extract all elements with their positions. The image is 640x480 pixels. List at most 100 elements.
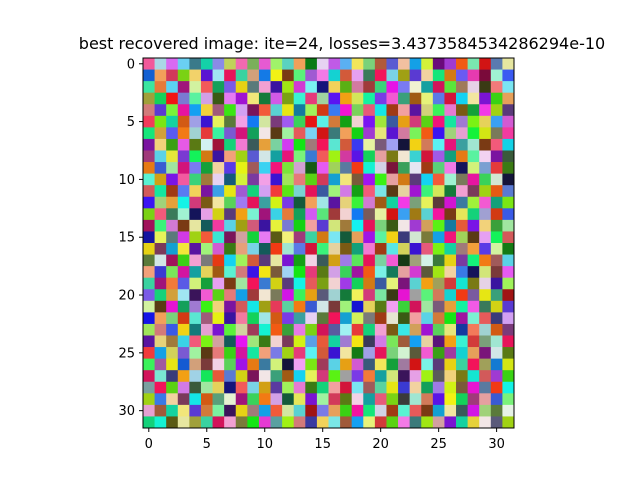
pixel-cell: [363, 162, 376, 174]
pixel-cell: [479, 312, 492, 325]
pixel-cell: [258, 150, 271, 163]
pixel-cell: [270, 92, 283, 105]
pixel-cell: [374, 370, 387, 383]
pixel-cell: [189, 150, 202, 163]
pixel-cell: [421, 115, 434, 128]
pixel-cell: [479, 92, 492, 105]
pixel-cell: [177, 300, 190, 313]
pixel-cell: [374, 196, 387, 209]
pixel-cell: [456, 69, 468, 82]
pixel-cell: [212, 104, 225, 117]
pixel-cell: [143, 173, 155, 186]
pixel-cell: [177, 370, 190, 383]
pixel-cell: [305, 173, 318, 186]
pixel-cell: [316, 289, 329, 302]
pixel-cell: [432, 243, 445, 255]
pixel-cell: [467, 323, 480, 336]
pixel-cell: [328, 58, 341, 70]
pixel-cell: [224, 208, 237, 221]
pixel-cell: [282, 219, 295, 232]
pixel-cell: [386, 173, 399, 186]
pixel-cell: [224, 300, 237, 313]
pixel-cell: [247, 347, 260, 359]
pixel-cell: [316, 208, 329, 221]
pixel-cell: [316, 69, 329, 82]
pixel-cell: [305, 254, 318, 267]
pixel-cell: [363, 208, 376, 221]
pixel-cell: [351, 69, 364, 82]
pixel-cell: [270, 393, 283, 406]
pixel-cell: [432, 69, 445, 82]
pixel-cell: [409, 370, 422, 383]
pixel-cell: [432, 58, 445, 70]
pixel-cell: [235, 173, 248, 186]
pixel-cell: [351, 266, 364, 279]
pixel-cell: [212, 138, 225, 151]
pixel-cell: [224, 277, 237, 290]
pixel-cell: [247, 81, 260, 94]
pixel-cell: [154, 370, 167, 383]
x-tick-label: 20: [372, 437, 389, 452]
pixel-cell: [502, 323, 515, 336]
pixel-cell: [247, 162, 260, 174]
pixel-cell: [166, 150, 179, 163]
pixel-cell: [444, 127, 457, 140]
pixel-cell: [305, 219, 318, 232]
pixel-cell: [421, 416, 434, 429]
pixel-cell: [409, 254, 422, 267]
pixel-cell: [374, 138, 387, 151]
pixel-cell: [351, 127, 364, 140]
pixel-cell: [177, 58, 190, 70]
pixel-cell: [432, 323, 445, 336]
pixel-cell: [293, 138, 306, 151]
pixel-cell: [143, 69, 155, 82]
pixel-cell: [235, 312, 248, 325]
pixel-cell: [305, 416, 318, 429]
pixel-cell: [293, 416, 306, 429]
pixel-cell: [456, 300, 468, 313]
pixel-cell: [154, 127, 167, 140]
pixel-cell: [258, 162, 271, 174]
pixel-cell: [432, 416, 445, 429]
pixel-cell: [177, 358, 190, 371]
pixel-cell: [479, 335, 492, 348]
pixel-cell: [398, 243, 411, 255]
pixel-cell: [316, 416, 329, 429]
pixel-cell: [189, 300, 202, 313]
pixel-cell: [200, 404, 213, 417]
pixel-cell: [467, 104, 480, 117]
pixel-cell: [386, 370, 399, 383]
pixel-cell: [212, 69, 225, 82]
pixel-cell: [432, 127, 445, 140]
pixel-cell: [258, 347, 271, 359]
pixel-cell: [340, 243, 353, 255]
pixel-cell: [166, 208, 179, 221]
pixel-cell: [212, 347, 225, 359]
pixel-cell: [444, 81, 457, 94]
pixel-cell: [490, 231, 503, 244]
pixel-cell: [467, 347, 480, 359]
pixel-cell: [305, 92, 318, 105]
pixel-cell: [177, 196, 190, 209]
pixel-cell: [479, 289, 492, 302]
pixel-cell: [409, 381, 422, 394]
pixel-cell: [328, 323, 341, 336]
pixel-cell: [258, 81, 271, 94]
pixel-cell: [432, 266, 445, 279]
pixel-cell: [270, 127, 283, 140]
pixel-cell: [154, 393, 167, 406]
pixel-cell: [212, 162, 225, 174]
pixel-cell: [316, 81, 329, 94]
pixel-cell: [374, 231, 387, 244]
pixel-cell: [328, 416, 341, 429]
pixel-cell: [374, 277, 387, 290]
pixel-cell: [444, 254, 457, 267]
pixel-cell: [421, 358, 434, 371]
pixel-cell: [270, 104, 283, 117]
pixel-cell: [177, 138, 190, 151]
pixel-cell: [340, 416, 353, 429]
pixel-cell: [432, 404, 445, 417]
pixel-cell: [177, 277, 190, 290]
pixel-cell: [351, 416, 364, 429]
